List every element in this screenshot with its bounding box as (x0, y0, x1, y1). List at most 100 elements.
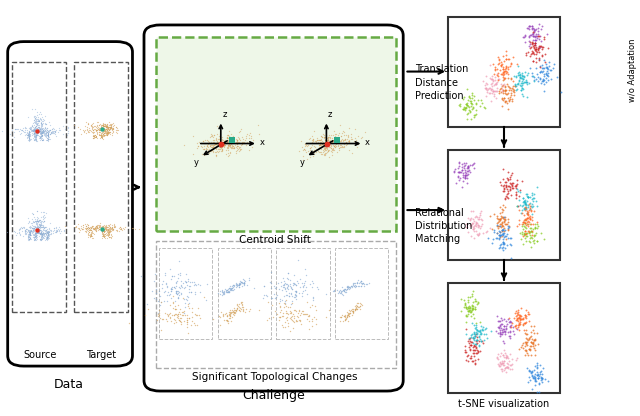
Point (97, 126, 108, 133)
Point (234, 304, 244, 310)
Point (514, 72, 524, 78)
Point (35, 132, 45, 139)
Point (34, 229, 44, 236)
Point (186, 289, 196, 295)
Point (535, 63, 545, 69)
Point (102, 132, 112, 139)
Point (103, 125, 113, 131)
Point (520, 217, 530, 223)
Point (206, 147, 216, 154)
Point (37, 234, 47, 241)
Point (91, 223, 101, 230)
Point (211, 143, 221, 149)
Point (319, 131, 329, 138)
Point (482, 89, 492, 96)
Point (230, 283, 241, 290)
Point (509, 183, 520, 189)
Point (227, 283, 237, 290)
Point (520, 199, 530, 206)
Point (529, 77, 539, 83)
Point (534, 55, 545, 62)
Point (22, 234, 33, 241)
Point (228, 308, 238, 315)
Point (100, 123, 111, 129)
Point (36, 227, 47, 234)
Point (531, 51, 541, 57)
Point (23, 131, 33, 138)
Point (20, 230, 31, 236)
Point (107, 225, 117, 232)
Point (529, 345, 539, 352)
Point (506, 181, 516, 188)
Point (509, 89, 519, 96)
Point (352, 303, 362, 310)
Point (35, 124, 45, 131)
Point (24, 132, 35, 139)
Point (85, 233, 95, 240)
Point (471, 341, 481, 348)
Point (356, 282, 366, 289)
Point (98, 124, 108, 131)
Point (46, 129, 56, 136)
Point (287, 280, 298, 287)
Point (223, 137, 234, 144)
Point (298, 156, 308, 163)
Point (520, 203, 530, 210)
Point (93, 222, 103, 229)
Point (43, 133, 53, 140)
Point (520, 200, 530, 206)
Point (40, 230, 51, 236)
Point (102, 230, 113, 237)
Point (36, 129, 47, 136)
Point (472, 340, 482, 347)
Point (318, 131, 328, 138)
Point (321, 134, 331, 141)
Point (24, 218, 34, 225)
Point (467, 305, 477, 311)
Point (524, 346, 534, 352)
Point (497, 231, 507, 238)
Point (49, 225, 60, 232)
Point (495, 318, 505, 324)
Point (38, 212, 49, 219)
Point (33, 128, 44, 135)
Point (515, 319, 525, 326)
Point (302, 291, 312, 297)
Point (91, 123, 101, 130)
Point (227, 285, 237, 292)
Point (99, 233, 109, 240)
Point (25, 224, 35, 231)
Point (540, 376, 550, 382)
Point (224, 140, 234, 146)
Point (332, 149, 342, 156)
Point (525, 215, 535, 221)
Point (461, 223, 471, 230)
Point (328, 136, 339, 143)
Point (156, 298, 166, 305)
Point (43, 229, 53, 235)
Point (496, 350, 506, 357)
Point (28, 231, 38, 238)
Point (84, 226, 95, 233)
Point (489, 91, 499, 97)
Point (508, 54, 518, 61)
Point (31, 130, 41, 137)
Point (518, 219, 528, 225)
Point (207, 132, 217, 139)
Point (127, 225, 138, 231)
Point (498, 64, 508, 70)
Point (27, 228, 37, 235)
Point (92, 130, 102, 136)
Point (516, 87, 526, 93)
Point (182, 303, 193, 310)
Point (504, 234, 515, 241)
Point (42, 132, 52, 139)
Point (93, 125, 104, 131)
Point (466, 332, 476, 338)
Point (83, 231, 93, 238)
Point (227, 285, 237, 292)
Point (42, 136, 52, 143)
Point (175, 272, 185, 278)
Point (216, 144, 226, 150)
Point (532, 365, 542, 372)
